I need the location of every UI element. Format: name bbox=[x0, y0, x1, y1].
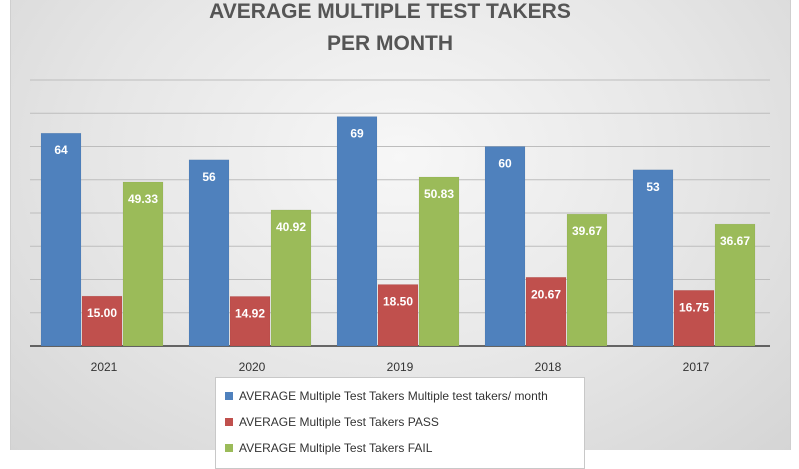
data-labels: 64 15.00 49.33 56 14.92 40.92 69 18.50 50.83 60 20… bbox=[54, 127, 750, 321]
data-label-pass-2019: 18.50 bbox=[383, 294, 413, 308]
data-label-fail-2021: 49.33 bbox=[128, 192, 158, 206]
bar-total-2018 bbox=[484, 146, 526, 347]
bar-pass-2018 bbox=[525, 277, 567, 347]
data-label-fail-2019: 50.83 bbox=[424, 187, 454, 201]
bar-pass-2020 bbox=[229, 296, 271, 347]
category-label-2019: 2019 bbox=[387, 360, 414, 374]
chart-title-line-2: PER MONTH bbox=[327, 32, 453, 55]
bar-pass-2017 bbox=[673, 290, 715, 347]
chart-title-line-1: AVERAGE MULTIPLE TEST TAKERS bbox=[209, 0, 571, 23]
data-label-fail-2020: 40.92 bbox=[276, 220, 306, 234]
bar-fail-2021 bbox=[122, 181, 164, 347]
category-label-2018: 2018 bbox=[535, 360, 562, 374]
category-label-2017: 2017 bbox=[683, 360, 710, 374]
legend-label-pass: AVERAGE Multiple Test Takers PASS bbox=[239, 415, 439, 429]
bar-total-2020 bbox=[188, 159, 230, 347]
bars bbox=[40, 116, 756, 347]
bar-pass-2021 bbox=[81, 295, 123, 347]
bar-fail-2020 bbox=[270, 209, 312, 347]
legend-label-total: AVERAGE Multiple Test Takers Multiple te… bbox=[239, 389, 548, 403]
data-label-pass-2021: 15.00 bbox=[87, 306, 117, 320]
bar-chart: AVERAGE MULTIPLE TEST TAKERS PER MONTH 6… bbox=[30, 0, 770, 374]
data-label-total-2020: 56 bbox=[202, 170, 216, 184]
bar-total-2017 bbox=[632, 169, 674, 347]
data-label-fail-2017: 36.67 bbox=[720, 234, 750, 248]
legend-label-fail: AVERAGE Multiple Test Takers FAIL bbox=[239, 441, 433, 455]
data-label-fail-2018: 39.67 bbox=[572, 224, 602, 238]
data-label-pass-2018: 20.67 bbox=[531, 287, 561, 301]
data-label-total-2017: 53 bbox=[646, 180, 660, 194]
bar-pass-2019 bbox=[377, 284, 419, 347]
legend-swatch-fail bbox=[225, 444, 233, 452]
bar-total-2021 bbox=[40, 132, 82, 347]
category-axis: 2021 2020 2019 2018 2017 bbox=[91, 360, 710, 374]
bar-total-2019 bbox=[336, 116, 378, 347]
bar-fail-2017 bbox=[714, 223, 756, 347]
legend-item-total: AVERAGE Multiple Test Takers Multiple te… bbox=[225, 388, 548, 404]
legend-item-pass: AVERAGE Multiple Test Takers PASS bbox=[225, 414, 439, 430]
category-label-2020: 2020 bbox=[239, 360, 266, 374]
data-label-pass-2020: 14.92 bbox=[235, 306, 265, 320]
bar-fail-2019 bbox=[418, 176, 460, 347]
legend-item-fail: AVERAGE Multiple Test Takers FAIL bbox=[225, 440, 432, 456]
category-label-2021: 2021 bbox=[91, 360, 118, 374]
data-label-pass-2017: 16.75 bbox=[679, 300, 709, 314]
legend: AVERAGE Multiple Test Takers Multiple te… bbox=[215, 377, 585, 469]
data-label-total-2021: 64 bbox=[54, 143, 68, 157]
data-label-total-2018: 60 bbox=[498, 157, 512, 171]
data-label-total-2019: 69 bbox=[350, 127, 364, 141]
bar-fail-2018 bbox=[566, 213, 608, 347]
legend-swatch-total bbox=[225, 392, 233, 400]
legend-swatch-pass bbox=[225, 418, 233, 426]
